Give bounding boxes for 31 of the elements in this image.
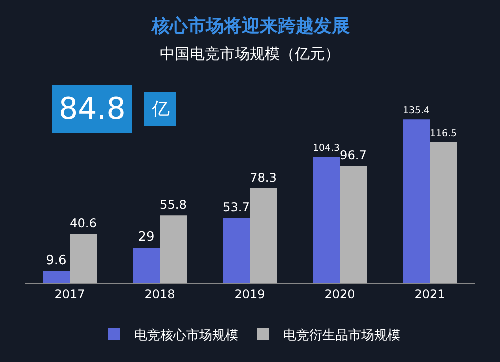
data-label: 40.6: [70, 216, 97, 230]
x-tick-label: 2017: [54, 287, 86, 302]
data-label: 104.3: [313, 143, 340, 154]
bar: [430, 142, 457, 283]
data-label: 96.7: [340, 148, 367, 163]
data-label: 78.3: [250, 170, 277, 185]
x-tick-label: 2018: [144, 287, 176, 302]
data-label: 53.7: [223, 200, 250, 214]
bar: [133, 248, 160, 283]
bar: [250, 188, 277, 283]
legend-label: 电竞衍生品市场规模: [284, 328, 400, 344]
data-label: 9.6: [46, 253, 67, 268]
x-tick-label: 2021: [414, 287, 446, 302]
data-label: 29: [138, 230, 155, 245]
x-tick-label: 2019: [234, 287, 266, 302]
data-label: 116.5: [430, 128, 457, 140]
bar: [340, 166, 367, 283]
data-label: 135.4: [403, 106, 430, 117]
chart-subtitle: 中国电竞市场规模（亿元）: [160, 45, 340, 63]
data-label: 55.8: [160, 198, 187, 212]
annotation: 84.8: [59, 92, 126, 127]
bar: [70, 234, 97, 283]
bar: [223, 218, 250, 283]
annotation: 亿: [151, 99, 170, 120]
bar: [43, 271, 70, 283]
bar: [313, 157, 340, 283]
bar: [160, 216, 187, 283]
bar: [403, 120, 430, 283]
chart-title: 核心市场将迎来跨越发展: [151, 16, 350, 37]
legend-label: 电竞核心市场规模: [134, 328, 238, 344]
x-tick-label: 2020: [324, 287, 356, 302]
